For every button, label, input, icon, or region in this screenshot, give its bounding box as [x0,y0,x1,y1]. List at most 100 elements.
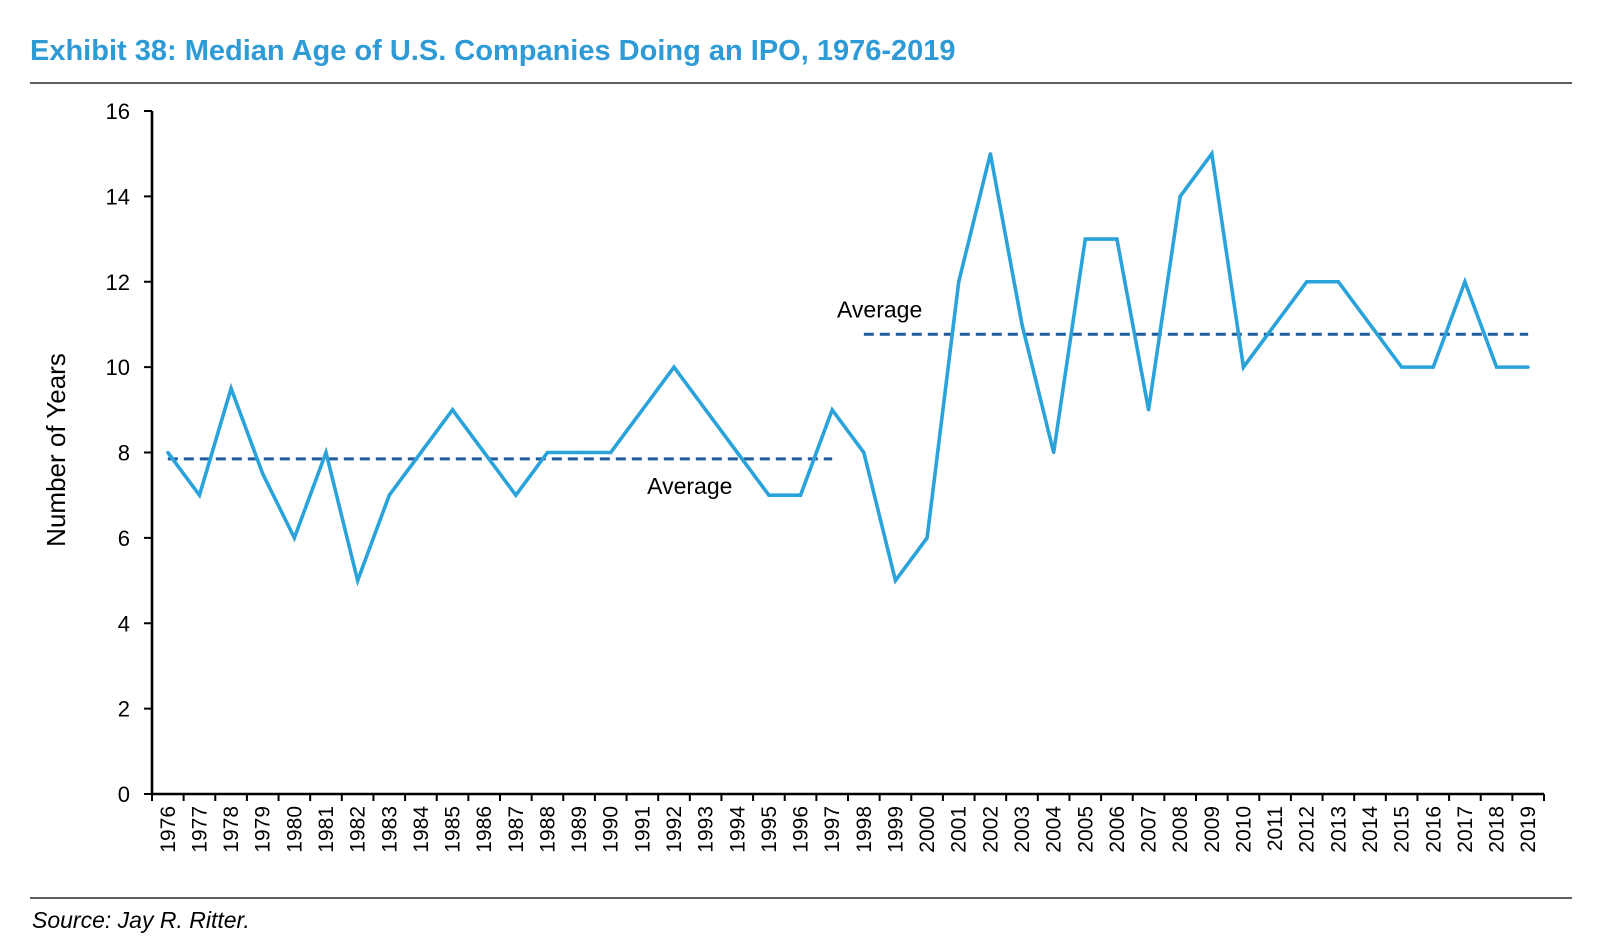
x-tick-label: 2013 [1327,806,1350,853]
x-tick-label: 1986 [473,806,496,853]
x-tick-label: 1982 [347,806,370,853]
x-tick-label: 2000 [916,806,939,853]
data-point [197,493,202,497]
data-point [1083,237,1087,241]
x-tick-label: 2008 [1169,806,1192,853]
x-tick-label: 2009 [1201,806,1224,853]
series-line [166,149,1529,587]
x-tick-label: 2017 [1454,806,1477,853]
x-tick-label: 1992 [663,806,686,853]
data-point [830,408,834,412]
x-tick-label: 1993 [695,806,718,853]
x-tick-label: 2010 [1232,806,1255,853]
y-tick-label: 2 [118,697,130,722]
data-point [1336,280,1340,284]
data-point [1273,322,1277,327]
data-point [893,578,898,583]
source-note: Source: Jay R. Ritter. [32,907,250,933]
data-point [324,450,328,455]
data-point [1115,237,1119,241]
x-tick-label: 1996 [790,806,813,853]
data-point [1494,365,1499,369]
x-tick-label: 1991 [631,806,654,853]
average-label: Average [837,296,922,322]
x-tick-label: 1979 [252,806,275,853]
x-tick-label: 1984 [410,806,433,853]
data-point [545,450,550,455]
y-tick-label: 8 [118,441,130,466]
x-tick-label: 1980 [283,806,306,853]
x-tick-label: 1981 [315,806,338,853]
x-tick-label: 2006 [1106,806,1129,853]
data-point [1146,408,1151,412]
x-tick-label: 2003 [1011,806,1034,853]
plot-area: 0 2 4 6 8 10 12 14 16 1976 1977 1978 1979 1980 1981 19… [106,99,1545,853]
data-point [767,493,771,497]
chart-title: Exhibit 38: Median Age of U.S. Companies… [30,35,956,67]
average-label: Average [647,473,732,499]
x-tick-label: 1995 [758,806,781,853]
x-tick-label: 2002 [979,806,1002,853]
y-axis: 0 2 4 6 8 10 12 14 16 [106,99,154,807]
y-tick-label: 12 [106,270,130,295]
x-tick-label: 1988 [536,806,559,853]
data-point [672,365,676,369]
data-point [1431,365,1435,369]
data-point [1463,280,1467,284]
x-tick-label: 2004 [1043,806,1066,853]
y-axis-label: Number of Years [41,353,71,547]
data-point [798,493,803,497]
x-tick-label: 2011 [1264,806,1287,851]
data-point [1052,450,1056,455]
x-tick-label: 2007 [1138,806,1161,853]
x-tick-label: 1977 [188,806,211,853]
x-tick-label: 2015 [1391,806,1414,853]
data-point [1210,152,1214,156]
data-point [988,152,992,156]
data-point [640,408,644,412]
x-tick-label: 1987 [505,806,528,853]
data-point [609,450,613,455]
y-tick-label: 4 [118,611,130,636]
y-tick-label: 10 [106,355,130,380]
y-tick-label: 6 [118,526,130,551]
y-tick-label: 0 [118,782,130,807]
series-group [166,149,1530,587]
data-point [229,386,233,391]
x-tick-label: 1985 [442,806,465,853]
y-tick-label: 16 [106,99,130,124]
x-tick-label: 1994 [726,806,749,853]
x-tick-label: 2001 [948,806,971,853]
data-point [1400,365,1404,369]
x-tick-label: 1998 [853,806,876,853]
data-point [450,408,455,412]
data-point [482,450,486,455]
data-point [166,450,170,455]
y-tick-label: 14 [106,184,130,209]
data-point [261,472,265,476]
x-tick-label: 1976 [157,806,180,853]
x-tick-label: 2005 [1074,806,1097,853]
x-tick-label: 1978 [220,806,243,853]
data-point [862,450,866,455]
x-tick-label: 1997 [821,806,844,853]
data-point [1178,194,1182,198]
data-point [1241,365,1246,369]
x-tick-label: 2019 [1517,806,1540,853]
data-point [387,493,391,497]
x-tick-label: 1990 [600,806,623,853]
x-tick-label: 1983 [378,806,401,853]
x-tick-label: 1999 [884,806,907,853]
x-tick-label: 2012 [1296,806,1319,853]
data-point [514,493,518,497]
data-point [419,450,423,455]
data-point [1020,322,1024,327]
data-point [292,536,296,540]
x-tick-label: 2018 [1486,806,1509,853]
x-tick-label: 2016 [1422,806,1445,853]
data-point [925,536,929,540]
data-point [1305,280,1309,284]
x-tick-label: 2014 [1359,806,1382,853]
x-tick-label: 1989 [568,806,591,853]
data-point [957,280,961,284]
